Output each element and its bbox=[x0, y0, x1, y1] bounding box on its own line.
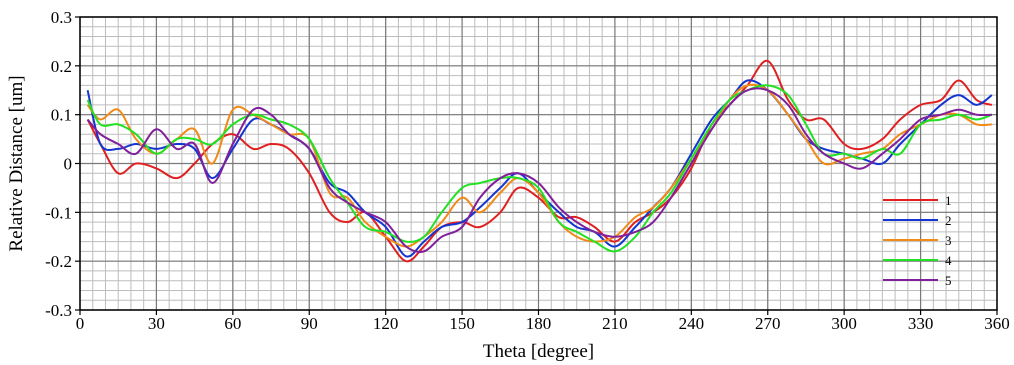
series-line-3 bbox=[86, 83, 992, 248]
legend-label-5: 5 bbox=[945, 273, 952, 288]
y-tick-label: -0.2 bbox=[45, 252, 72, 271]
series-layer bbox=[86, 59, 993, 263]
x-tick-label: 240 bbox=[679, 314, 705, 333]
y-tick-label: 0.2 bbox=[51, 57, 72, 76]
y-axis: -0.3 -0.2 -0.1 0 0.1 0.2 0.3 bbox=[45, 8, 80, 320]
y-tick-label: 0.3 bbox=[51, 8, 72, 27]
y-tick-label: 0 bbox=[64, 155, 73, 174]
x-tick-label: 120 bbox=[373, 314, 399, 333]
legend-label-2: 2 bbox=[945, 213, 952, 228]
legend: 1 2 3 4 5 bbox=[883, 193, 952, 288]
y-axis-title: Relative Distance [um] bbox=[6, 75, 27, 251]
y-tick-label: -0.1 bbox=[45, 203, 72, 222]
x-axis-title: Theta [degree] bbox=[483, 341, 594, 362]
x-axis: 0 30 60 90 120 150 180 210 240 270 300 330 360 bbox=[76, 310, 1010, 333]
x-tick-label: 300 bbox=[831, 314, 857, 333]
legend-label-4: 4 bbox=[945, 253, 952, 268]
x-tick-label: 90 bbox=[301, 314, 318, 333]
y-tick-label: -0.3 bbox=[45, 301, 72, 320]
series-line-1 bbox=[86, 59, 993, 263]
x-tick-label: 270 bbox=[755, 314, 781, 333]
series-line-4 bbox=[86, 84, 993, 253]
x-tick-label: 330 bbox=[908, 314, 934, 333]
x-tick-label: 360 bbox=[984, 314, 1010, 333]
x-tick-label: 30 bbox=[148, 314, 165, 333]
x-tick-label: 0 bbox=[76, 314, 85, 333]
y-tick-label: 0.1 bbox=[51, 106, 72, 125]
series-line-5 bbox=[86, 87, 992, 253]
x-tick-label: 180 bbox=[526, 314, 552, 333]
x-tick-label: 150 bbox=[449, 314, 475, 333]
x-tick-label: 60 bbox=[224, 314, 241, 333]
legend-label-3: 3 bbox=[945, 233, 952, 248]
legend-label-1: 1 bbox=[945, 193, 952, 208]
x-tick-label: 210 bbox=[602, 314, 628, 333]
